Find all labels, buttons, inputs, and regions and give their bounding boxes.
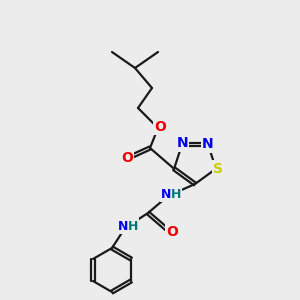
Text: H: H	[171, 188, 181, 200]
Text: N: N	[118, 220, 128, 232]
Text: O: O	[121, 151, 133, 165]
Text: O: O	[154, 120, 166, 134]
Text: O: O	[166, 225, 178, 239]
Text: S: S	[213, 162, 223, 176]
Text: H: H	[128, 220, 138, 232]
Text: N: N	[176, 136, 188, 150]
Text: N: N	[161, 188, 171, 200]
Text: N: N	[202, 137, 214, 151]
